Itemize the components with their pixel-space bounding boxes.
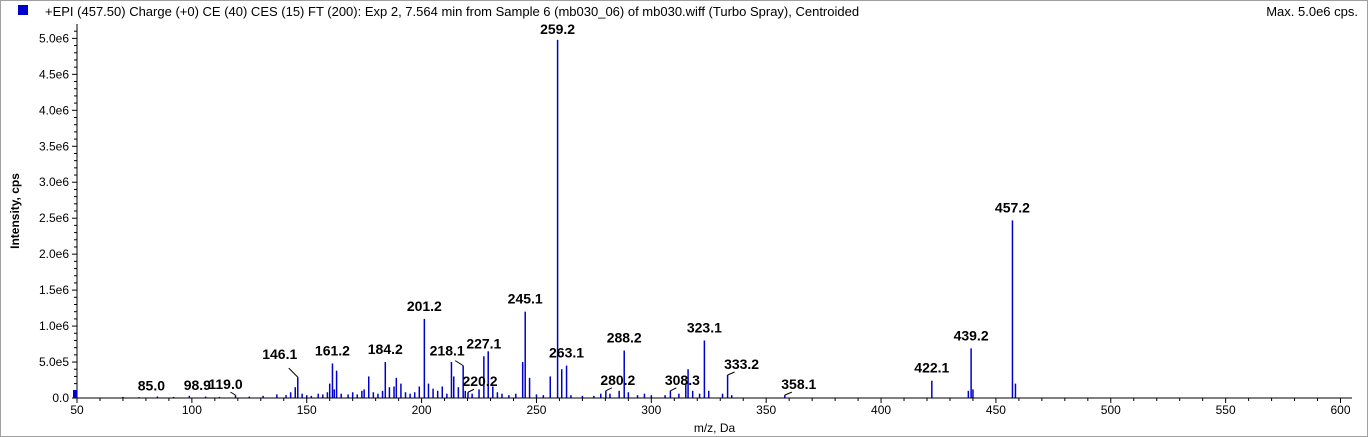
- y-tick-label: 4.5e6: [39, 67, 69, 81]
- spectrum-title: +EPI (457.50) Charge (+0) CE (40) CES (1…: [45, 4, 860, 19]
- peak-label: 323.1: [687, 319, 722, 335]
- x-tick-label: 300: [641, 403, 661, 417]
- peak-label: 457.2: [995, 199, 1030, 215]
- peak-label: 259.2: [540, 21, 575, 37]
- x-tick-label: 200: [412, 403, 432, 417]
- peak-label: 358.1: [781, 376, 816, 392]
- peak-label: 422.1: [914, 360, 949, 376]
- axis-origin-marker: [73, 390, 77, 398]
- y-tick-label: 2.5e6: [39, 211, 69, 225]
- peak-label-leader: [288, 367, 299, 378]
- y-tick-label: 3.5e6: [39, 139, 69, 153]
- y-tick-label: 4.0e6: [39, 103, 69, 117]
- y-tick-label: 5.0e6: [39, 31, 69, 45]
- x-tick-label: 150: [297, 403, 317, 417]
- peak-label: 220.2: [462, 373, 497, 389]
- x-tick-label: 400: [871, 403, 891, 417]
- y-tick-label: 5.0e5: [39, 355, 69, 369]
- x-tick-label: 600: [1330, 403, 1350, 417]
- peak-label-leader: [605, 387, 613, 392]
- x-tick-label: 500: [1101, 403, 1121, 417]
- axes-layer: 50 100 150 200 250 300 350 400 450 500 550 600 0.0 5.…: [39, 24, 1352, 417]
- y-tick-label: 1.5e6: [39, 283, 69, 297]
- x-tick-label: 250: [526, 403, 546, 417]
- peak-label-leader: [454, 360, 464, 367]
- chart-header: +EPI (457.50) Charge (+0) CE (40) CES (1…: [0, 0, 1368, 24]
- peak-label: 85.0: [138, 377, 165, 393]
- x-tick-label: 450: [986, 403, 1006, 417]
- peak-label: 245.1: [508, 291, 543, 307]
- peak-label-leader: [784, 391, 792, 396]
- peak-label: 263.1: [549, 345, 584, 361]
- peaks-layer: [122, 39, 1017, 398]
- y-axis-label: Intensity, cps: [8, 173, 22, 249]
- peak-label: 201.2: [407, 298, 442, 314]
- max-intensity-label: Max. 5.0e6 cps.: [1266, 4, 1358, 19]
- peak-label: 146.1: [262, 346, 297, 362]
- y-tick-label: 3.0e6: [39, 175, 69, 189]
- x-tick-label: 350: [756, 403, 776, 417]
- y-tick-label: 0.0: [52, 391, 69, 405]
- series-marker-icon[interactable]: [18, 5, 28, 15]
- peak-label-leader: [670, 387, 677, 392]
- peak-label-leader: [230, 391, 236, 396]
- x-axis-label: m/z, Da: [694, 421, 736, 435]
- peak-label: 439.2: [954, 327, 989, 343]
- peak-label: 161.2: [315, 342, 350, 358]
- x-tick-label: 100: [182, 403, 202, 417]
- peak-label: 308.3: [665, 372, 700, 388]
- peak-label: 280.2: [600, 372, 635, 388]
- peak-label-leader: [467, 388, 475, 393]
- peak-label: 119.0: [208, 376, 242, 392]
- peak-label: 218.1: [430, 343, 465, 359]
- peak-label: 333.2: [724, 356, 759, 372]
- peak-label: 288.2: [607, 330, 642, 346]
- peak-label: 184.2: [368, 341, 403, 357]
- peak-label: 98.9: [184, 377, 211, 393]
- x-tick-label: 550: [1216, 403, 1236, 417]
- y-tick-label: 2.0e6: [39, 247, 69, 261]
- y-tick-label: 1.0e6: [39, 319, 69, 333]
- peak-label: 227.1: [466, 335, 501, 351]
- peak-label-leader: [727, 371, 735, 376]
- x-tick-label: 50: [70, 403, 84, 417]
